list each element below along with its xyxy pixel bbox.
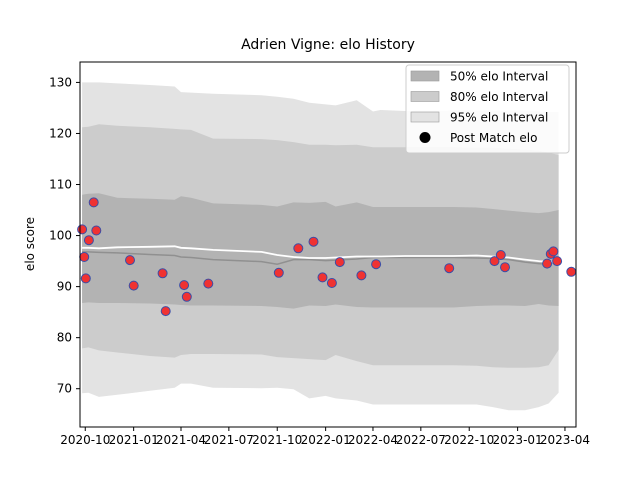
x-axis: 2020-102021-012021-042021-072021-102022-… bbox=[60, 427, 590, 447]
x-tick-label: 2022-10 bbox=[444, 433, 494, 447]
data-point bbox=[88, 197, 99, 208]
legend-label: Post Match elo bbox=[450, 131, 537, 145]
data-point bbox=[317, 272, 328, 283]
x-tick-label: 2022-01 bbox=[301, 433, 351, 447]
data-point bbox=[444, 263, 455, 274]
data-point bbox=[91, 225, 102, 236]
data-point bbox=[356, 270, 367, 281]
data-point bbox=[157, 268, 168, 279]
legend-label: 50% elo Interval bbox=[450, 70, 548, 84]
data-point bbox=[489, 256, 500, 267]
data-point bbox=[293, 243, 304, 254]
legend-marker-post-match bbox=[419, 132, 431, 143]
legend-label: 95% elo Interval bbox=[450, 111, 548, 125]
data-point bbox=[125, 255, 135, 266]
data-point bbox=[542, 258, 553, 269]
x-tick-label: 2021-10 bbox=[252, 433, 302, 447]
data-point bbox=[203, 278, 214, 289]
x-tick-label: 2022-04 bbox=[348, 433, 398, 447]
data-point bbox=[181, 291, 192, 302]
legend-label: 80% elo Interval bbox=[450, 90, 548, 104]
data-point bbox=[77, 224, 88, 235]
legend: 50% elo Interval 80% elo Interval 95% elo … bbox=[405, 64, 570, 154]
data-point bbox=[495, 250, 506, 260]
y-tick-label: 120 bbox=[49, 126, 72, 140]
x-tick-label: 2021-07 bbox=[204, 433, 254, 447]
legend-swatch-band-50 bbox=[410, 70, 440, 82]
data-point bbox=[160, 306, 171, 317]
data-point bbox=[79, 252, 90, 262]
y-tick-label: 130 bbox=[49, 75, 72, 89]
data-point bbox=[83, 235, 94, 246]
data-point bbox=[80, 273, 91, 284]
y-axis-label: elo score bbox=[23, 217, 37, 271]
data-point bbox=[500, 262, 510, 273]
data-point bbox=[326, 278, 337, 288]
legend-box bbox=[405, 64, 570, 154]
x-tick-label: 2021-01 bbox=[109, 433, 159, 447]
chart-title: Adrien Vigne: elo History bbox=[241, 37, 415, 53]
data-point bbox=[273, 267, 284, 278]
interval-bands bbox=[82, 82, 559, 411]
data-point bbox=[552, 256, 563, 267]
legend-swatch-band-95 bbox=[410, 111, 440, 123]
y-tick-label: 100 bbox=[49, 229, 72, 243]
band-50-interval bbox=[82, 193, 559, 309]
y-tick-label: 90 bbox=[57, 280, 72, 294]
plot-area-frame bbox=[79, 61, 577, 428]
x-tick-label: 2023-04 bbox=[540, 433, 590, 447]
data-point bbox=[371, 259, 382, 270]
x-tick-label: 2023-01 bbox=[493, 433, 543, 447]
data-point bbox=[128, 280, 139, 291]
x-tick-label: 2022-07 bbox=[396, 433, 446, 447]
data-point bbox=[548, 246, 559, 257]
data-point bbox=[334, 257, 345, 268]
y-tick-label: 80 bbox=[57, 331, 72, 345]
data-point bbox=[179, 280, 190, 291]
y-axis: 70 80 90 100 110 120 130 bbox=[49, 75, 80, 396]
y-tick-label: 70 bbox=[57, 382, 72, 396]
x-tick-label: 2021-04 bbox=[156, 433, 206, 447]
data-point bbox=[308, 236, 319, 247]
y-tick-label: 110 bbox=[49, 178, 72, 192]
data-point bbox=[566, 266, 577, 277]
legend-swatch-band-80 bbox=[410, 91, 440, 102]
x-tick-label: 2020-10 bbox=[60, 433, 110, 447]
